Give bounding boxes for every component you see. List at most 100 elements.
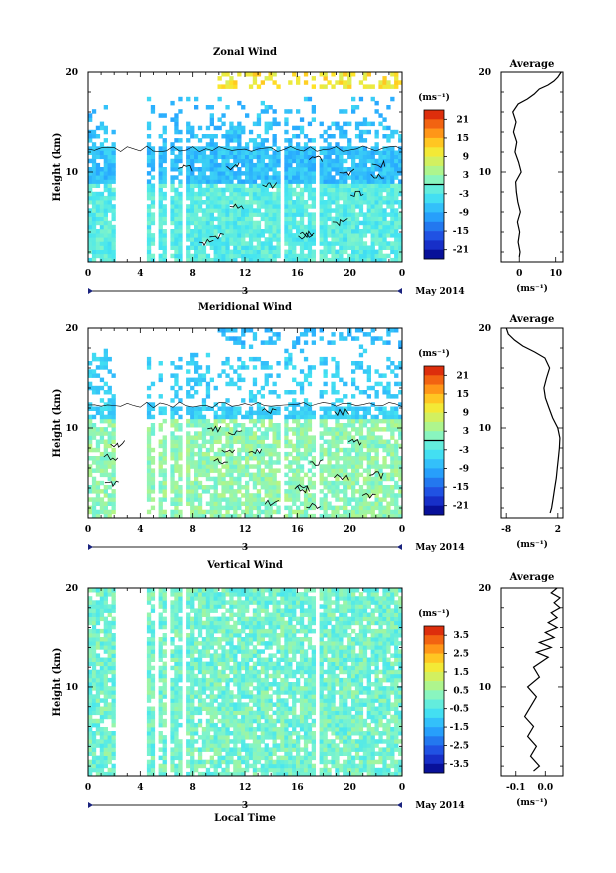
heatmap-cell bbox=[186, 722, 191, 728]
zero-contour bbox=[349, 190, 364, 198]
heatmap-cell bbox=[213, 600, 218, 605]
heatmap-cell bbox=[178, 138, 183, 143]
heatmap-cell bbox=[197, 237, 203, 242]
heatmap-cell bbox=[292, 179, 297, 184]
heatmap-cell bbox=[146, 616, 152, 622]
heatmap-cell bbox=[174, 195, 179, 201]
heatmap-cell bbox=[174, 677, 179, 683]
heatmap-cell bbox=[331, 233, 336, 238]
heatmap-cell bbox=[386, 146, 391, 151]
heatmap-cell bbox=[343, 220, 348, 226]
heatmap-cell bbox=[386, 233, 391, 238]
heatmap-cell bbox=[398, 361, 403, 366]
heatmap-cell bbox=[225, 167, 230, 172]
heatmap-cell bbox=[366, 460, 371, 465]
heatmap-cell bbox=[292, 146, 297, 151]
heatmap-cell bbox=[194, 759, 199, 765]
heatmap-cell bbox=[91, 167, 97, 172]
heatmap-cell bbox=[201, 743, 207, 748]
heatmap-cell bbox=[351, 245, 356, 250]
heatmap-cell bbox=[362, 216, 368, 222]
heatmap-cell bbox=[237, 410, 242, 416]
heatmap-cell bbox=[186, 600, 191, 605]
heatmap-cell bbox=[170, 464, 175, 469]
heatmap-cell bbox=[111, 398, 116, 403]
heatmap-cell bbox=[229, 468, 234, 473]
heatmap-cell bbox=[150, 497, 156, 502]
day-label: 3 bbox=[242, 543, 248, 553]
zero-contour bbox=[309, 155, 323, 162]
heatmap-cell bbox=[252, 439, 258, 444]
heatmap-cell bbox=[256, 460, 262, 465]
heatmap-cell bbox=[209, 759, 214, 765]
heatmap-cell bbox=[319, 497, 324, 502]
heatmap-cell bbox=[256, 200, 262, 205]
heatmap-cell bbox=[311, 200, 316, 205]
heatmap-cell bbox=[213, 497, 218, 502]
heatmap-cell bbox=[284, 464, 289, 469]
heatmap-cell bbox=[170, 485, 175, 490]
heatmap-cell bbox=[178, 435, 183, 440]
heatmap-cell bbox=[276, 439, 281, 444]
heatmap-cell bbox=[296, 451, 301, 457]
heatmap-cell bbox=[95, 200, 101, 205]
heatmap-cell bbox=[390, 179, 395, 184]
heatmap-cell bbox=[386, 340, 391, 345]
heatmap-cell bbox=[327, 134, 332, 139]
heatmap-cell bbox=[150, 767, 156, 773]
heatmap-cell bbox=[99, 751, 105, 756]
heatmap-cell bbox=[190, 637, 195, 642]
heatmap-cell bbox=[186, 665, 191, 671]
heatmap-cell bbox=[186, 763, 191, 769]
heatmap-cell bbox=[209, 117, 214, 122]
heatmap-cell bbox=[362, 443, 368, 449]
heatmap-cell bbox=[343, 394, 348, 399]
heatmap-cell bbox=[288, 443, 293, 449]
heatmap-cell bbox=[88, 682, 93, 687]
heatmap-cell bbox=[201, 641, 207, 646]
heatmap-cell bbox=[146, 480, 152, 486]
heatmap-cell bbox=[311, 150, 316, 155]
heatmap-cell bbox=[252, 447, 258, 453]
heatmap-cell bbox=[205, 365, 211, 370]
heatmap-cell bbox=[162, 204, 167, 209]
heatmap-cell bbox=[174, 739, 179, 744]
heatmap-cell bbox=[358, 361, 364, 366]
heatmap-cell bbox=[107, 620, 112, 626]
heatmap-cell bbox=[190, 710, 195, 716]
heatmap-cell bbox=[378, 229, 383, 234]
heatmap-cell bbox=[256, 443, 262, 449]
heatmap-cell bbox=[99, 233, 105, 238]
heatmap-cell bbox=[146, 191, 152, 197]
heatmap-cell bbox=[197, 464, 203, 469]
heatmap-cell bbox=[386, 410, 391, 416]
heatmap-cell bbox=[347, 154, 352, 160]
heatmap-cell bbox=[382, 220, 387, 226]
heatmap-cell bbox=[331, 229, 336, 234]
heatmap-cell bbox=[95, 661, 101, 667]
heatmap-cell bbox=[288, 191, 293, 197]
heatmap-cell bbox=[390, 410, 395, 416]
heatmap-cell bbox=[386, 134, 391, 139]
heatmap-cell bbox=[358, 167, 364, 172]
heatmap-cell bbox=[91, 220, 97, 226]
heatmap-cell bbox=[370, 464, 375, 469]
heatmap-cell bbox=[162, 710, 167, 716]
heatmap-cell bbox=[248, 493, 254, 498]
heatmap-cell bbox=[99, 608, 105, 613]
heatmap-cell bbox=[186, 233, 191, 238]
heatmap-cell bbox=[158, 714, 163, 720]
heatmap-cell bbox=[194, 352, 199, 358]
heatmap-cell bbox=[229, 431, 234, 436]
heatmap-cell bbox=[354, 431, 360, 436]
heatmap-cell bbox=[319, 431, 324, 436]
heatmap-cell bbox=[354, 410, 360, 416]
heatmap-cell bbox=[311, 485, 316, 490]
heatmap-cell bbox=[347, 233, 352, 238]
heatmap-cell bbox=[335, 361, 340, 366]
heatmap-cell bbox=[107, 767, 112, 773]
heatmap-cell bbox=[170, 373, 175, 378]
heatmap-cell bbox=[366, 129, 371, 135]
heatmap-cell bbox=[174, 253, 179, 259]
heatmap-cell bbox=[190, 677, 195, 683]
